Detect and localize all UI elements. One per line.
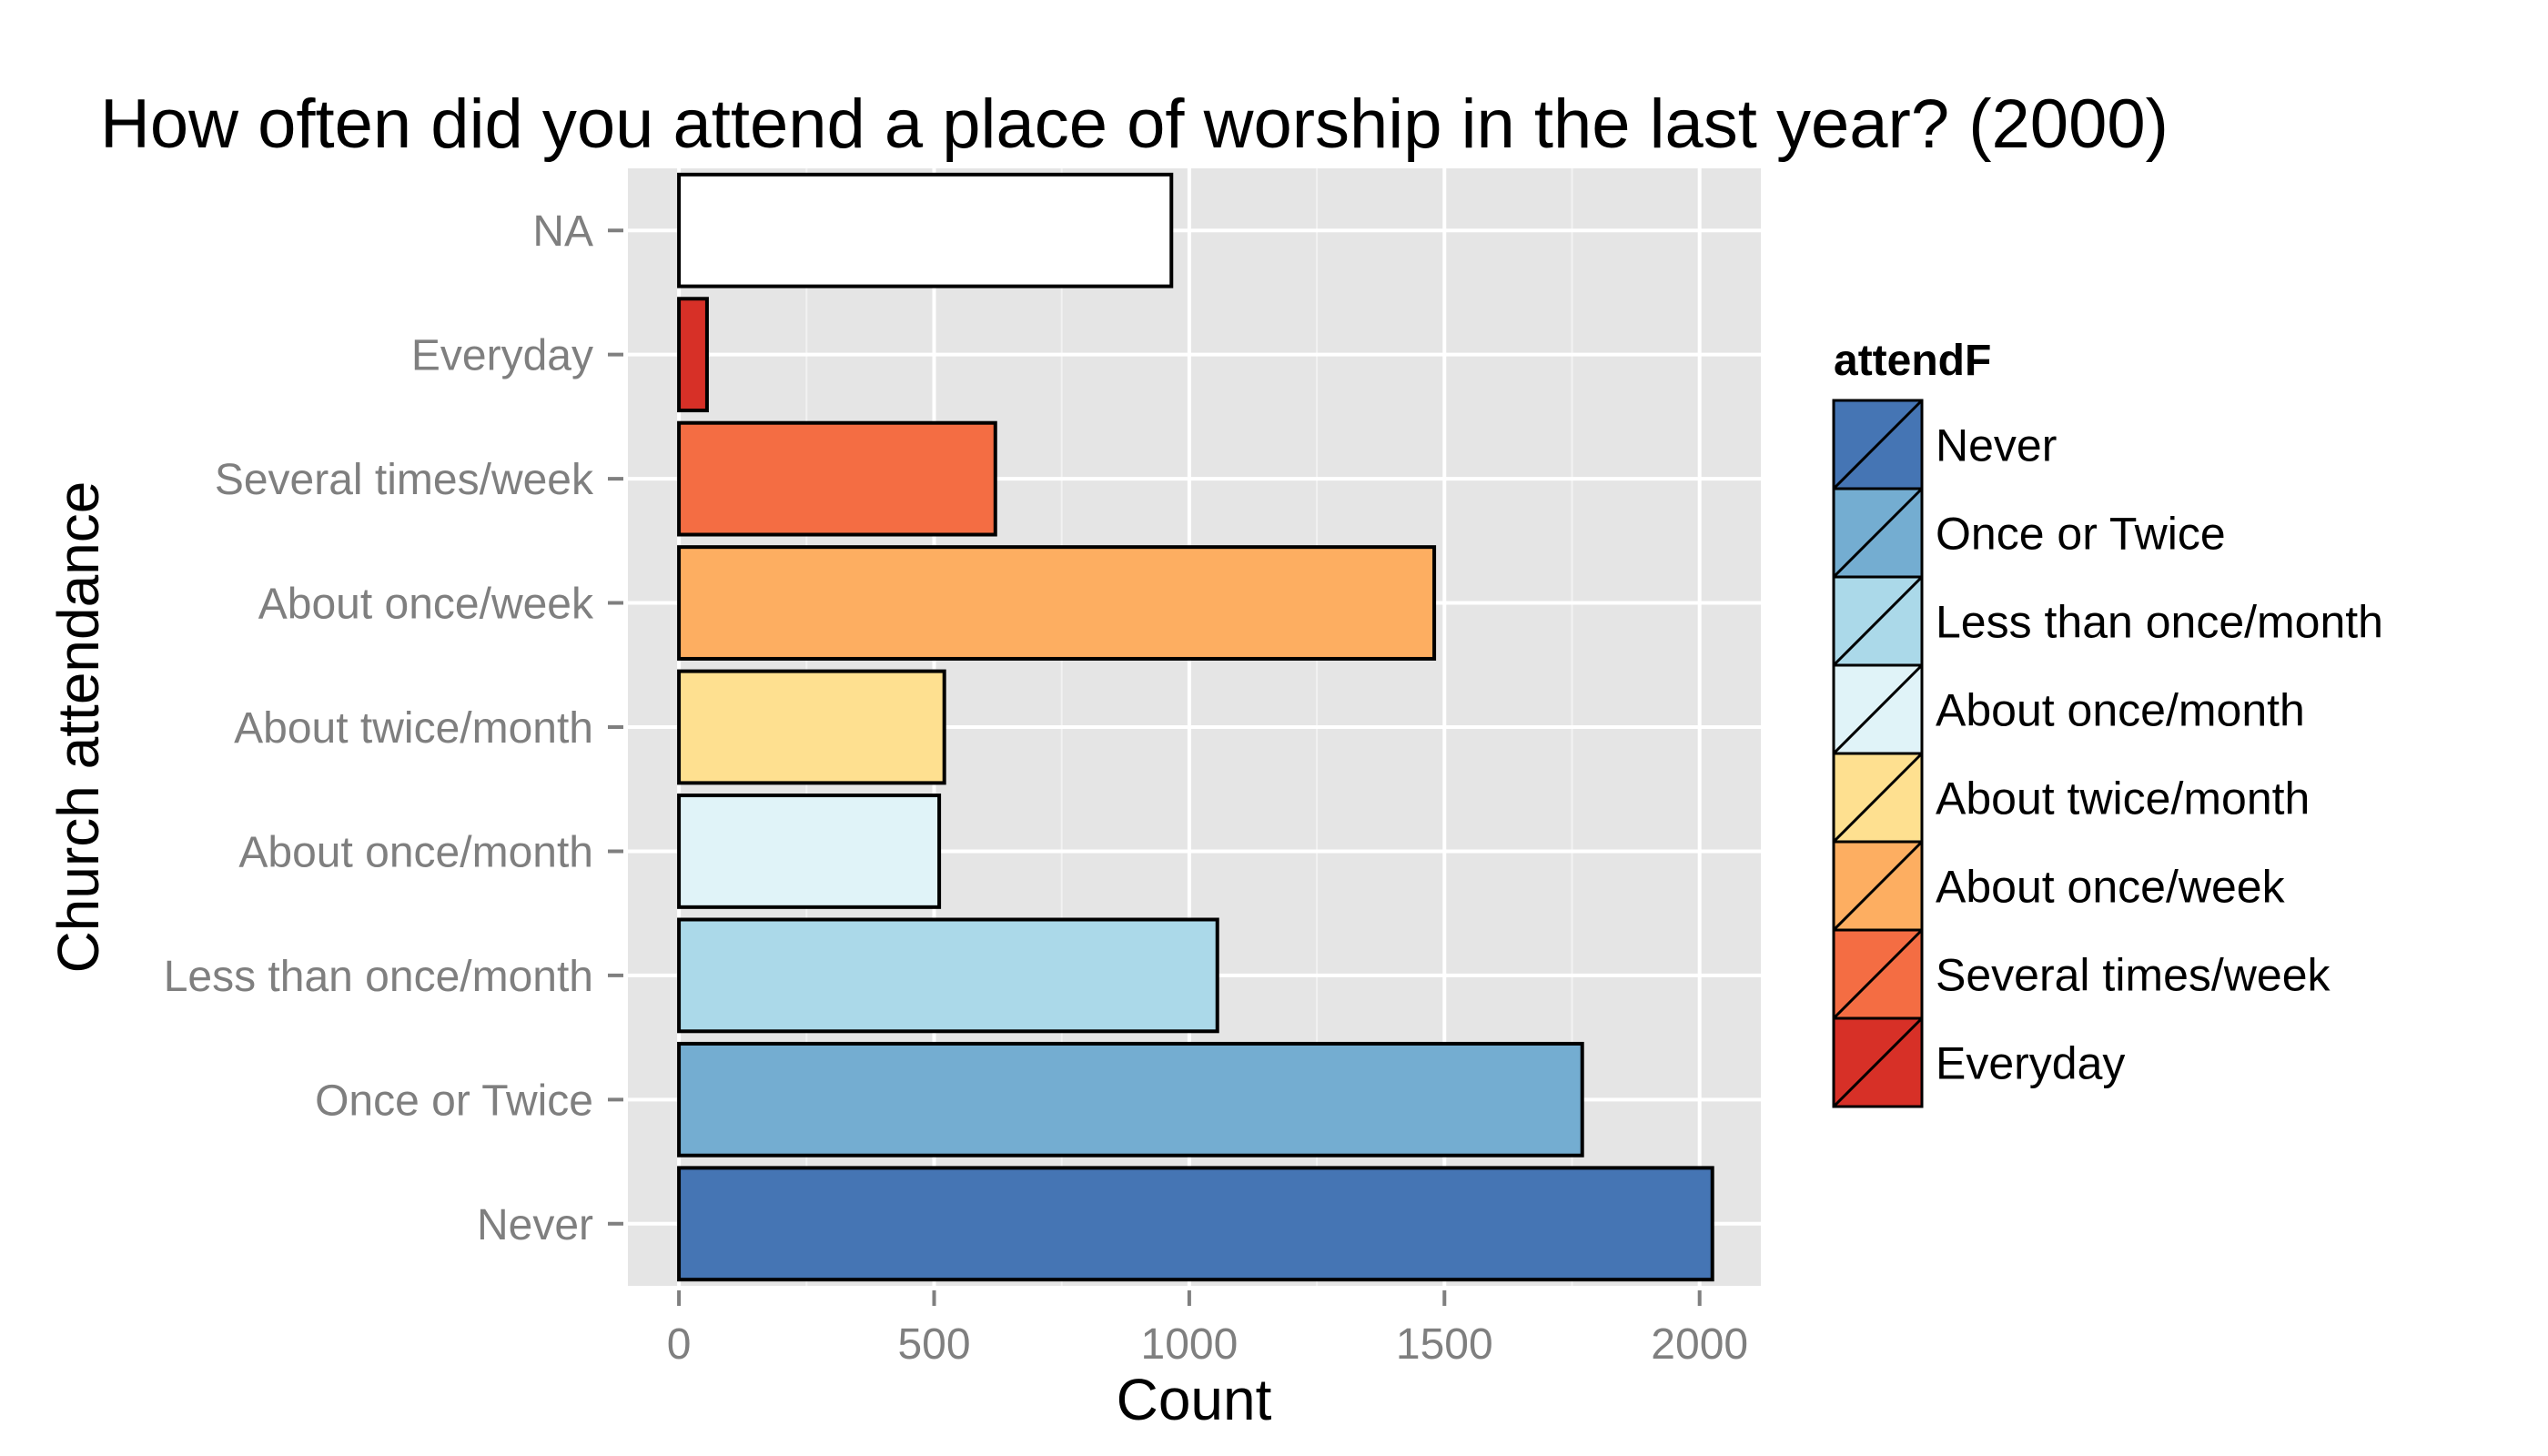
y-tick-label: About once/week	[258, 581, 594, 629]
x-tick-label: 0	[667, 1320, 692, 1369]
y-tick-label: Less than once/month	[164, 953, 593, 1001]
x-tick-label: 1500	[1396, 1320, 1493, 1369]
x-axis-title: Count	[1117, 1367, 1272, 1432]
bar	[677, 297, 709, 413]
x-axis-ticks: 0 500 1000 1500 2000	[667, 1290, 1748, 1369]
bar	[677, 172, 1174, 288]
bar	[677, 1166, 1714, 1282]
y-tick-label: About twice/month	[234, 704, 593, 753]
legend-label: About twice/month	[1936, 774, 2310, 824]
y-tick-label: Everyday	[411, 332, 593, 380]
legend-key-slash	[1832, 928, 1924, 1020]
y-axis-ticks: Never Once or Twice Less than once/month Ab…	[164, 207, 623, 1249]
chart-title: How often did you attend a place of wors…	[100, 86, 2169, 163]
legend-label: Never	[1936, 420, 2057, 471]
y-tick-label: Once or Twice	[315, 1077, 593, 1125]
bars	[677, 172, 1714, 1282]
y-tick-label: Several times/week	[215, 456, 594, 504]
legend-title: attendF	[1834, 337, 1991, 385]
legend-label: Everyday	[1936, 1038, 2125, 1089]
legend-label: About once/month	[1936, 685, 2305, 736]
legend: attendF Never Once or Twice Less than once…	[1832, 337, 2383, 1108]
y-tick-label: Never	[477, 1201, 593, 1249]
x-tick-label: 1000	[1141, 1320, 1239, 1369]
bar	[677, 669, 946, 785]
bar	[677, 917, 1219, 1034]
legend-key-slash	[1832, 663, 1924, 755]
y-tick-label: NA	[532, 207, 593, 256]
y-axis-title: Church attendance	[46, 481, 111, 974]
bar	[677, 1041, 1584, 1158]
legend-key-slash	[1832, 399, 1924, 490]
bar	[677, 794, 942, 909]
bar	[677, 420, 997, 537]
x-tick-label: 500	[897, 1320, 970, 1369]
legend-label: Less than once/month	[1936, 597, 2383, 648]
legend-key-slash	[1832, 575, 1924, 667]
legend-label: About once/week	[1936, 862, 2286, 913]
legend-label: Once or Twice	[1936, 509, 2226, 560]
bar	[677, 545, 1437, 661]
y-tick-label: About once/month	[238, 828, 593, 876]
legend-key-slash	[1832, 840, 1924, 932]
x-tick-label: 2000	[1651, 1320, 1748, 1369]
legend-key-slash	[1832, 487, 1924, 579]
legend-key-slash	[1832, 1016, 1924, 1108]
legend-label: Several times/week	[1936, 950, 2331, 1001]
legend-key-slash	[1832, 752, 1924, 844]
